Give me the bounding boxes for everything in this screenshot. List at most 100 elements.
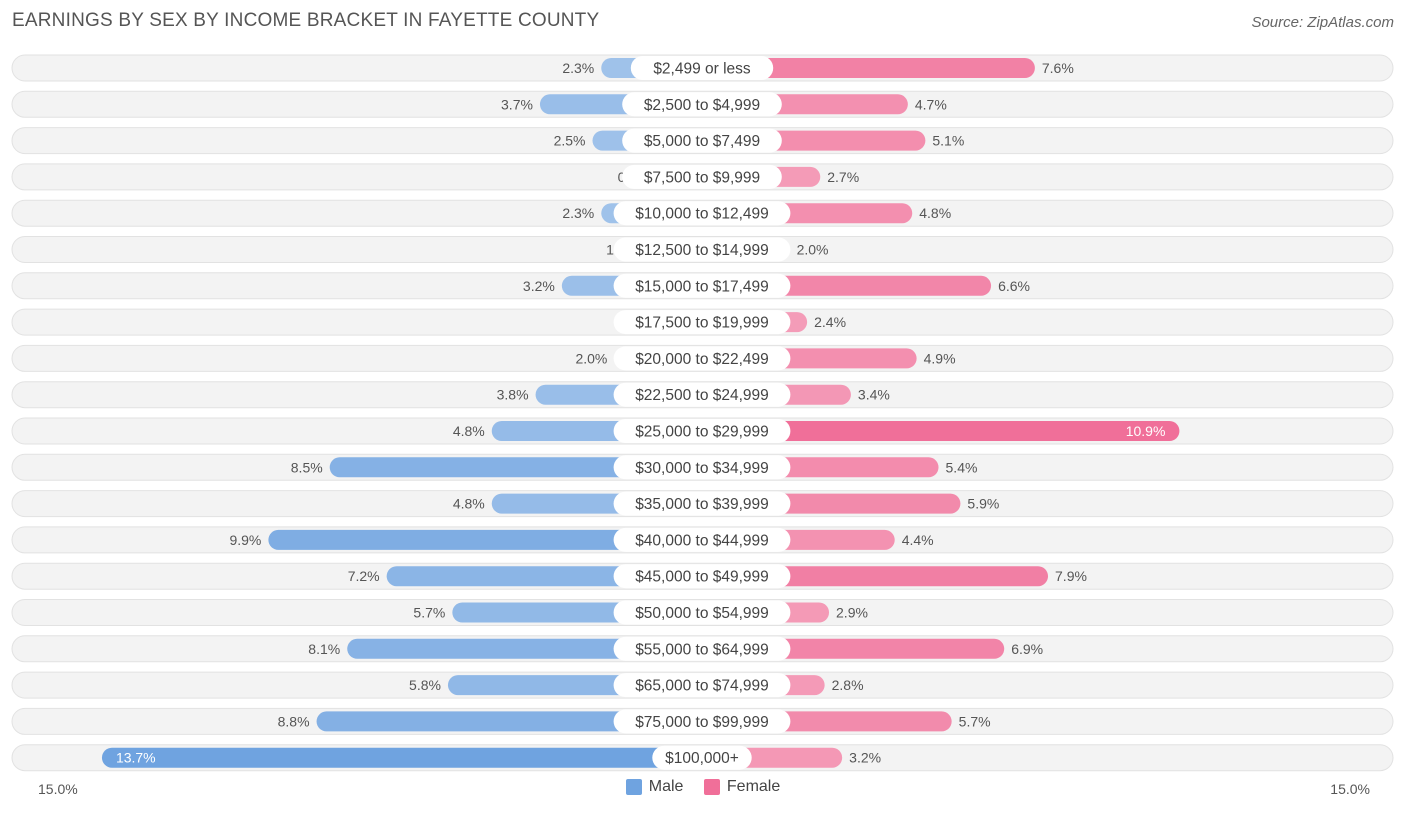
category-label: $10,000 to $12,499	[635, 206, 769, 223]
chart-row: 8.5% 5.4% $30,000 to $34,999	[11, 453, 1394, 481]
axis-left-label: 15.0%	[38, 781, 78, 797]
category-label: $20,000 to $22,499	[635, 351, 769, 368]
category-label: $7,500 to $9,999	[644, 169, 760, 186]
chart-row: 2.3% 7.6% $2,499 or less	[11, 54, 1394, 82]
legend-item-female[interactable]: Female	[703, 778, 781, 796]
chart-row: 9.9% 4.4% $40,000 to $44,999	[11, 526, 1394, 554]
category-pill	[613, 636, 791, 661]
female-value-label: 10.9%	[1126, 423, 1166, 439]
category-label: $50,000 to $54,999	[635, 605, 769, 622]
male-value-label: 8.8%	[278, 713, 310, 729]
male-value-label: 5.8%	[409, 677, 441, 693]
category-pill	[613, 564, 791, 589]
male-value-label: 2.0%	[575, 350, 607, 366]
male-value-label: 8.5%	[291, 459, 323, 475]
female-value-label: 7.6%	[1042, 60, 1074, 76]
male-value-label: 5.7%	[413, 605, 445, 621]
category-label: $2,500 to $4,999	[644, 97, 760, 114]
female-value-label: 3.2%	[849, 750, 881, 766]
chart-row: 5.7% 2.9% $50,000 to $54,999	[11, 599, 1394, 626]
female-value-label: 2.7%	[827, 169, 859, 185]
female-value-label: 5.1%	[932, 133, 964, 149]
male-bar	[347, 638, 702, 659]
male-bar	[268, 529, 702, 550]
female-value-label: 3.4%	[858, 387, 890, 403]
diverging-bar-chart: 2.3% 7.6% $2,499 or less 3.7% 4.7% $2,500 to …	[11, 54, 1394, 772]
category-pill	[613, 346, 791, 371]
male-value-label: 9.9%	[229, 532, 261, 548]
category-label: $22,500 to $24,999	[635, 387, 769, 404]
female-value-label: 4.4%	[902, 532, 934, 548]
category-pill	[622, 164, 782, 189]
category-pill	[613, 455, 791, 480]
legend: Male Female	[0, 778, 1406, 800]
axis-right-label: 15.0%	[1330, 781, 1370, 797]
category-pill	[613, 673, 791, 698]
female-value-label: 2.0%	[797, 242, 829, 258]
category-label: $45,000 to $49,999	[635, 569, 769, 586]
category-label: $30,000 to $34,999	[635, 460, 769, 477]
chart-row: 8.1% 6.9% $55,000 to $64,999	[11, 635, 1394, 663]
category-label: $75,000 to $99,999	[635, 714, 769, 731]
female-value-label: 7.9%	[1055, 568, 1087, 584]
chart-title: EARNINGS BY SEX BY INCOME BRACKET IN FAY…	[12, 10, 600, 31]
category-label: $100,000+	[665, 750, 739, 767]
category-pill	[613, 419, 791, 443]
category-label: $5,000 to $7,499	[644, 133, 760, 150]
chart-row: 3.2% 6.6% $15,000 to $17,499	[11, 272, 1394, 300]
male-bar	[316, 711, 702, 732]
male-value-label: 13.7%	[116, 750, 156, 766]
chart-row: 4.8% 10.9% $25,000 to $29,999	[11, 417, 1394, 445]
male-value-label: 7.2%	[348, 568, 380, 584]
male-value-label: 8.1%	[308, 641, 340, 657]
chart-row: 2.3% 4.8% $10,000 to $12,499	[11, 199, 1394, 227]
female-value-label: 4.8%	[919, 205, 951, 221]
female-value-label: 5.7%	[959, 713, 991, 729]
legend-label-female: Female	[726, 778, 781, 795]
category-label: $12,500 to $14,999	[635, 242, 769, 259]
female-value-label: 2.9%	[836, 605, 868, 621]
category-label: $40,000 to $44,999	[635, 532, 769, 549]
male-value-label: 2.5%	[554, 133, 586, 149]
category-pill	[613, 237, 791, 262]
chart-row: 2.0% 4.9% $20,000 to $22,499	[11, 344, 1394, 372]
female-bar	[702, 58, 1035, 78]
source-label: Source: ZipAtlas.com	[1251, 14, 1394, 31]
male-swatch	[625, 779, 642, 795]
chart-row: 2.5% 5.1% $5,000 to $7,499	[11, 127, 1394, 155]
female-value-label: 4.9%	[924, 350, 956, 366]
male-bar	[329, 457, 702, 478]
female-value-label: 5.9%	[967, 496, 999, 512]
male-value-label: 2.3%	[562, 205, 594, 221]
category-pill	[630, 56, 774, 80]
category-pill	[613, 273, 791, 298]
category-label: $35,000 to $39,999	[635, 496, 769, 513]
legend-item-male[interactable]: Male	[625, 778, 683, 796]
category-pill	[613, 527, 791, 552]
category-pill	[613, 600, 791, 625]
male-value-label: 4.8%	[453, 423, 485, 439]
chart-row: 7.2% 7.9% $45,000 to $49,999	[11, 562, 1394, 590]
category-pill	[613, 709, 791, 734]
female-value-label: 5.4%	[946, 459, 978, 475]
male-value-label: 4.8%	[453, 496, 485, 512]
category-label: $2,499 or less	[653, 61, 751, 78]
female-bar	[702, 421, 1180, 441]
category-label: $17,500 to $19,999	[635, 315, 769, 332]
chart-row: 0.86%2.7%$7,500 to $9,999	[11, 163, 1394, 191]
chart-row: 4.8% 5.9% $35,000 to $39,999	[11, 490, 1394, 518]
category-label: $15,000 to $17,499	[635, 278, 769, 295]
female-swatch	[703, 779, 720, 795]
female-value-label: 2.4%	[814, 314, 846, 330]
male-value-label: 2.3%	[562, 60, 594, 76]
category-pill	[613, 310, 791, 335]
category-pill	[622, 92, 782, 117]
female-value-label: 6.9%	[1011, 641, 1043, 657]
chart-row: 8.8% 5.7% $75,000 to $99,999	[11, 707, 1394, 735]
female-value-label: 2.8%	[832, 677, 864, 693]
chart-row: 0.83%2.4%$17,500 to $19,999	[11, 308, 1394, 336]
chart-row: 1.3%2.0%$12,500 to $14,999	[11, 236, 1394, 263]
female-value-label: 4.7%	[915, 96, 947, 112]
chart-row: 3.7% 4.7% $2,500 to $4,999	[11, 90, 1394, 118]
category-pill	[613, 201, 791, 226]
